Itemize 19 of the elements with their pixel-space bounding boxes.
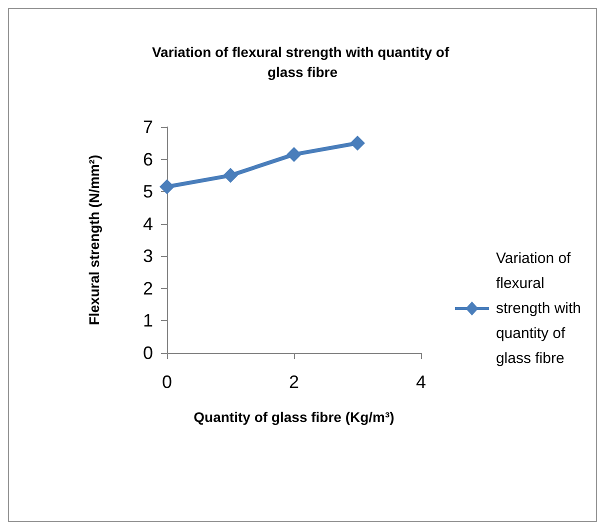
y-tick-label: 7 xyxy=(142,117,153,137)
point xyxy=(286,146,302,162)
y-tick-label: 2 xyxy=(142,278,153,298)
y-tick-label: 5 xyxy=(142,182,153,202)
x-tick-label: 0 xyxy=(162,372,172,392)
point xyxy=(223,168,238,183)
x-tick-label: 4 xyxy=(416,372,426,392)
point xyxy=(160,179,174,194)
y-tick-label: 6 xyxy=(142,149,153,170)
legend-label: Variation of flexural strength with quantity of glass fibre xyxy=(496,250,582,367)
y-axis-title: Flexural strength (N/mm²) xyxy=(86,154,102,326)
chart-title: Variation of flexural strength with quantity of glass fibre xyxy=(152,44,454,80)
y-tick-label: 4 xyxy=(142,214,153,234)
point xyxy=(350,136,365,151)
x-tick-label: 2 xyxy=(288,372,300,392)
y-tick-label: 0 xyxy=(142,343,153,363)
y-tick-label: 3 xyxy=(142,246,153,266)
x-axis-title: Quantity of glass fibre (Kg/m³) xyxy=(194,409,394,425)
y-tick-label: 1 xyxy=(142,310,153,331)
